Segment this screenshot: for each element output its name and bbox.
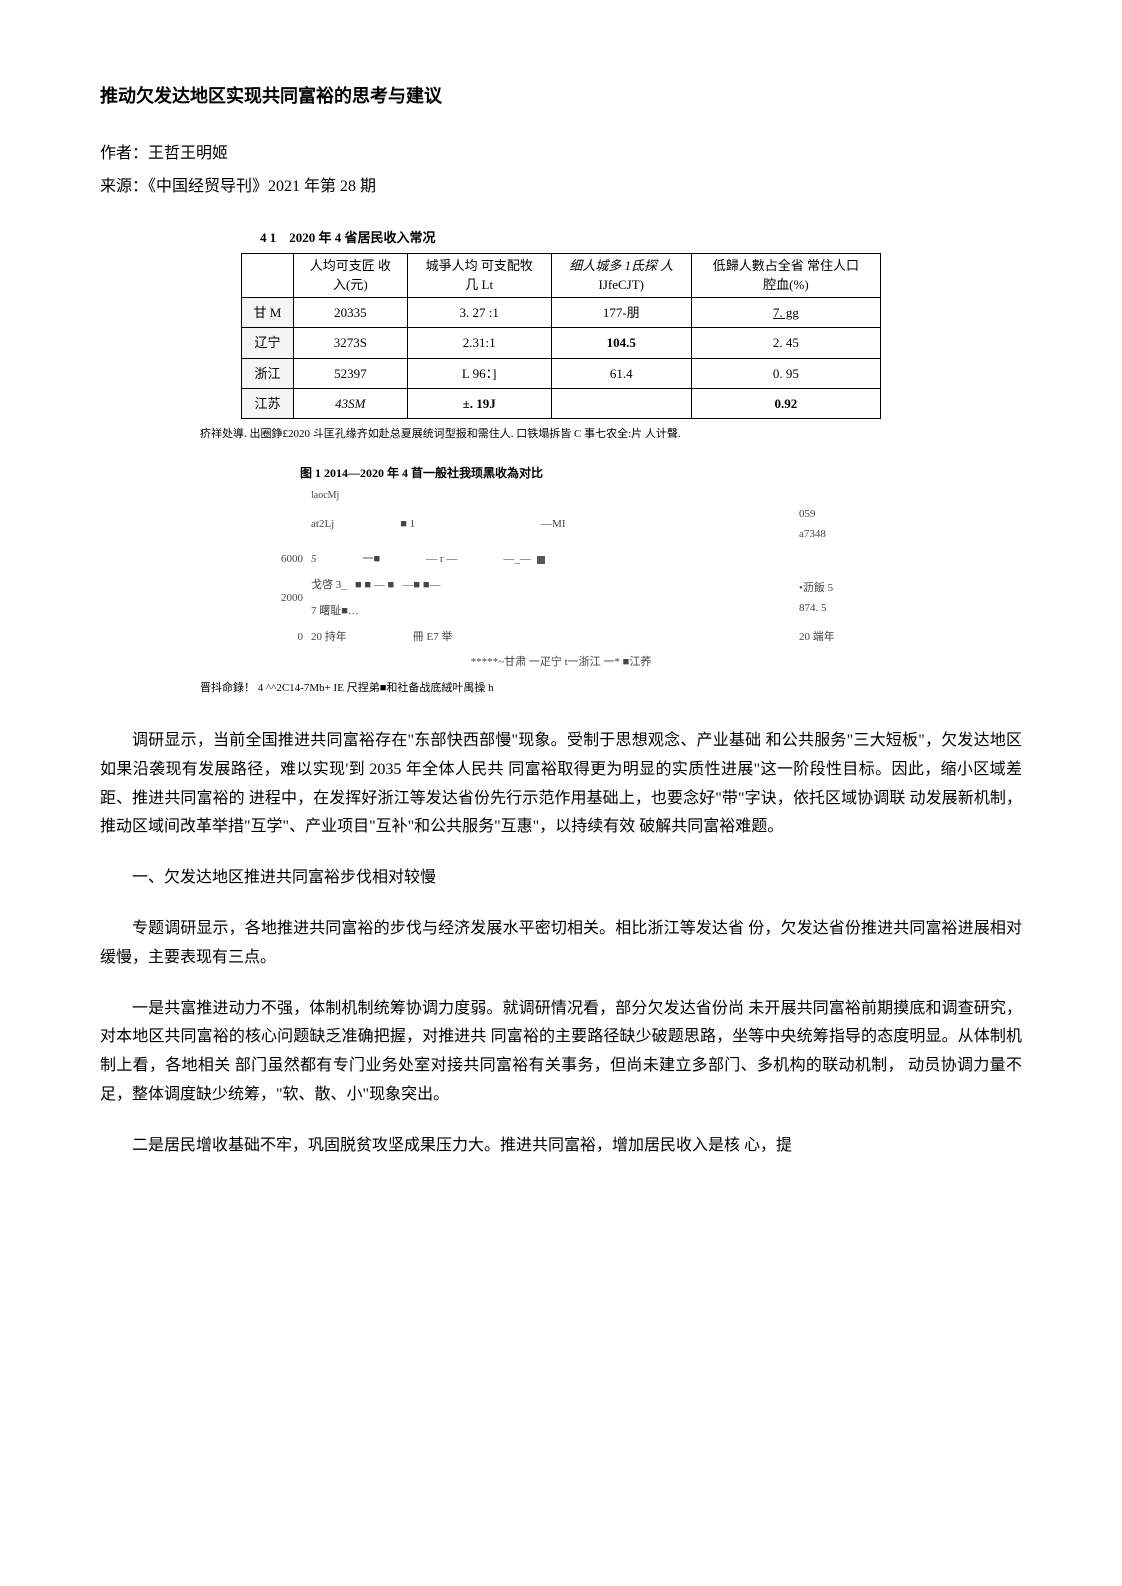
th-col1: 城爭人均 可支配牧 几 Lt [407, 254, 551, 297]
paragraph-3: 一是共富推进动力不强，体制机制统筹协调力度弱。就调研情况看，部分欠发达省份尚 未… [100, 995, 1022, 1110]
chart-source: 晋抖命錄！ 4 ^^2C14-7Mb+ IE 尺捏弟■和社备战底絨叶禺操 h [200, 679, 1022, 699]
chart-2000-series: 戈啓 3_ ■ ■ — ■ —■ ■— 7 曙耻■… [311, 576, 791, 622]
row-head: 辽宁 [242, 328, 294, 358]
table-cell: 43SM [293, 388, 407, 418]
th-col2-l2: IJfeCJT) [599, 277, 645, 292]
table-caption-prefix: 4 1 [260, 230, 276, 245]
chart-0-series: 20 持年 冊 E7 举 [311, 628, 791, 648]
table-cell: 2. 45 [691, 328, 880, 358]
chart-row-top: at2Lj ■ 1 —MI 059 a7348 [251, 505, 871, 545]
th-blank [242, 254, 294, 297]
paragraph-1: 一、欠发达地区推进共同富裕步伐相对较慢 [100, 864, 1022, 893]
table-cell: 52397 [293, 358, 407, 388]
paragraph-0: 调研显示，当前全国推进共同富裕存在"东部快西部慢"现象。受制于思想观念、产业基础… [100, 727, 1022, 842]
chart-top-7348: a7348 [799, 528, 826, 540]
chart-6000-series: 5 一■ — r — —_— [311, 550, 791, 570]
row-head: 江苏 [242, 388, 294, 418]
chart-caption: 图 1 2014—2020 年 4 苜一般社我顼黑收為对比 [300, 463, 1022, 485]
chart-sublabel: laocMj [311, 487, 871, 505]
income-table: 人均可支匠 收 入(元) 城爭人均 可支配牧 几 Lt 细人城多 1氐探 人 I… [241, 253, 881, 419]
table-cell: 61.4 [551, 358, 691, 388]
chart-row-0: 0 20 持年 冊 E7 举 20 端年 [251, 628, 871, 648]
chart-ylabel-0: 0 [251, 628, 311, 648]
chart-bottom-mid: 冊 E7 举 [413, 628, 453, 648]
table-caption: 4 1 2020 年 4 省居民收入常况 [260, 226, 1022, 249]
th-col3-l1: 低歸人數占全省 常住人口 [713, 258, 859, 273]
table-cell: L 96：] [407, 358, 551, 388]
table-caption-text: 2020 年 4 省居民收入常况 [289, 230, 435, 245]
table-cell: 3273S [293, 328, 407, 358]
row-head: 浙江 [242, 358, 294, 388]
table-cell: 2.31:1 [407, 328, 551, 358]
table-cell: ±. 19J [407, 388, 551, 418]
chart-ylabel-6000: 6000 [251, 550, 311, 570]
th-col0-l1: 人均可支匠 收 [310, 258, 391, 273]
chart-mid-left-0: 戈啓 3_ [311, 579, 347, 591]
chart-mid-left-1: 7 曙耻■… [311, 602, 359, 622]
table-cell [551, 388, 691, 418]
th-col1-l2: 几 Lt [465, 277, 493, 292]
chart-top-left-frag: at2Lj [311, 515, 334, 535]
paragraph-4: 二是居民增收基础不牢，巩固脱贫攻坚成果压力大。推进共同富裕，增加居民收入是核 心… [100, 1132, 1022, 1161]
th-col2-l1: 细人城多 1氐探 人 [569, 258, 673, 273]
table-cell: 0. 95 [691, 358, 880, 388]
chart-mid-right-1: 874. 5 [799, 602, 827, 614]
table-note: 疥祥处導. 出圈錚£2020 斗匡孔缘齐如赴总夏展统诃型报和需住人. 口铁塌拆皆… [200, 425, 1022, 445]
table-cell: 3. 27 :1 [407, 297, 551, 327]
th-col3: 低歸人數占全省 常住人口 腔血(%) [691, 254, 880, 297]
chart-ylabel-2000: 2000 [251, 589, 311, 609]
chart-top-059: 059 [799, 508, 816, 520]
th-col3-l2: 腔血(%) [763, 277, 809, 292]
chart-top-end: 059 a7348 [791, 505, 871, 545]
th-col0-l2: 入(元) [333, 277, 368, 292]
chart-row-6000: 6000 5 一■ — r — —_— [251, 550, 871, 570]
author-line: 作者：王哲王明姬 [100, 140, 1022, 169]
chart-bottom-left: 20 持年 [311, 628, 347, 648]
chart-marker-icon [537, 556, 545, 564]
table-cell: 20335 [293, 297, 407, 327]
chart-top-mi: —MI [541, 515, 565, 535]
chart-box: laocMj at2Lj ■ 1 —MI 059 a7348 6000 5 一■… [251, 487, 871, 674]
th-col2: 细人城多 1氐探 人 IJfeCJT) [551, 254, 691, 297]
table-cell: 7. gg [691, 297, 880, 327]
th-col1-l1: 城爭人均 可支配牧 [426, 258, 533, 273]
chart-top-marker: ■ 1 [400, 515, 415, 535]
chart-2000-end: •沥飯 5 874. 5 [791, 579, 871, 619]
chart-0-end: 20 端年 [791, 628, 871, 648]
th-col0: 人均可支匠 收 入(元) [293, 254, 407, 297]
source-line: 来源：《中国经贸导刊》2021 年第 28 期 [100, 173, 1022, 202]
doc-title: 推动欠发达地区实现共同富裕的思考与建议 [100, 80, 1022, 112]
chart-row-2000: 2000 戈啓 3_ ■ ■ — ■ —■ ■— 7 曙耻■… •沥飯 5 87… [251, 576, 871, 622]
table-cell: 0.92 [691, 388, 880, 418]
chart-mid-right-0: •沥飯 5 [799, 582, 833, 594]
row-head: 甘 M [242, 297, 294, 327]
paragraph-2: 专题调研显示，各地推进共同富裕的步伐与经济发展水平密切相关。相比浙江等发达省 份… [100, 915, 1022, 973]
chart-legend: *****~甘肃 一疋宁 t一浙江 一* ■江荞 [251, 653, 871, 673]
table-cell: 177-朋 [551, 297, 691, 327]
chart-top-series: at2Lj ■ 1 —MI [311, 515, 791, 535]
table-cell: 104.5 [551, 328, 691, 358]
